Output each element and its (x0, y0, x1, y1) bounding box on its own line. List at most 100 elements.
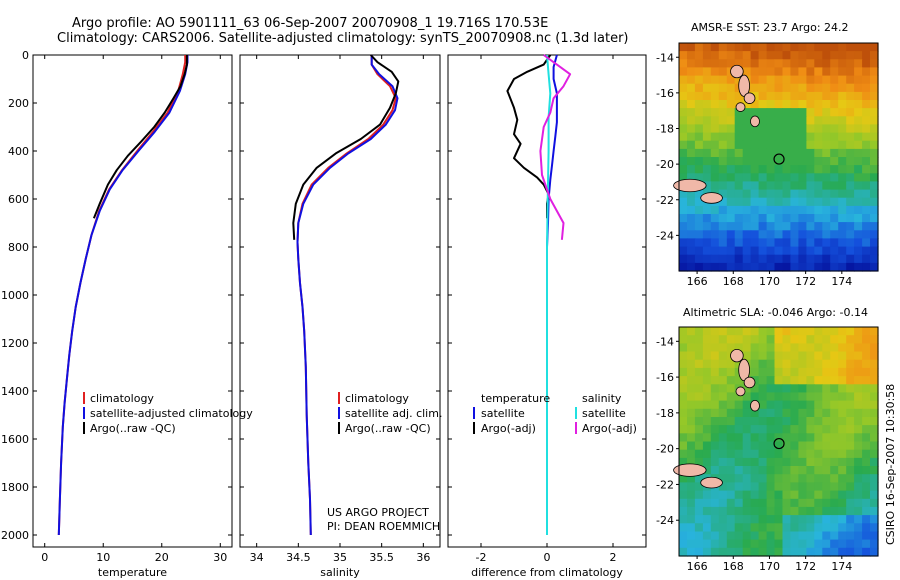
map-cell (782, 214, 792, 223)
map-cell (870, 359, 879, 369)
map-cell (830, 254, 839, 264)
map-cell (679, 165, 688, 174)
map-cell (790, 523, 799, 533)
map-cell (679, 351, 688, 361)
map-cell (822, 197, 831, 207)
map-cell (694, 547, 704, 557)
map-cell (854, 343, 863, 353)
map-cell (862, 254, 871, 264)
map-cell (822, 531, 831, 541)
map-cell (854, 173, 863, 182)
map-cell (774, 246, 784, 256)
map-cell (838, 108, 847, 117)
map-cell (814, 482, 823, 492)
map-cell (790, 51, 799, 60)
map-cell (790, 376, 799, 385)
map-cell (679, 425, 688, 434)
map-cell (742, 400, 752, 410)
map-cell (750, 335, 760, 344)
map-cell (798, 466, 807, 475)
map-cell (702, 367, 712, 377)
map-cell (702, 59, 712, 68)
map-cell (806, 523, 815, 533)
map-cell (726, 100, 736, 109)
map-cell (702, 238, 712, 248)
map-cell (734, 132, 744, 142)
map-cell (679, 408, 688, 418)
map-cell (679, 108, 688, 117)
map-cell (766, 67, 776, 77)
map-cell (862, 246, 871, 256)
map-cell (702, 43, 712, 52)
map-cell (854, 59, 863, 68)
map-cell (798, 515, 807, 524)
map-cell (774, 59, 784, 68)
map-cell (687, 449, 696, 459)
map-cell (806, 108, 815, 117)
map-cell (750, 181, 760, 191)
map-cell (702, 449, 712, 459)
map-cell (726, 343, 736, 353)
map-cell (846, 173, 855, 182)
map-cell (870, 214, 879, 223)
map-cell (822, 515, 831, 524)
map-cell (766, 205, 776, 215)
project-credit: US ARGO PROJECT (327, 506, 429, 519)
map-cell (750, 343, 760, 353)
map-cell (822, 148, 831, 158)
map-cell (854, 466, 863, 475)
map-cell (798, 335, 807, 344)
map-cell (798, 124, 807, 134)
map-cell (766, 359, 776, 369)
map-cell (742, 108, 752, 117)
map-cell (862, 441, 871, 451)
map-cell (726, 327, 736, 336)
map-cell (758, 384, 768, 394)
map-cell (734, 165, 744, 174)
map-cell (806, 482, 815, 492)
map-cell (766, 230, 776, 239)
map-cell (814, 359, 823, 369)
map-cell (774, 466, 784, 475)
map-cell (766, 417, 776, 426)
map-cell (694, 343, 704, 353)
map-cell (830, 376, 839, 385)
map-cell (830, 91, 839, 101)
map-cell (822, 43, 831, 52)
map-cell (814, 531, 823, 541)
map-cell (694, 441, 704, 451)
map-cell (734, 246, 744, 256)
map-cell (806, 384, 815, 394)
map-cell (758, 132, 768, 142)
map-cell (687, 441, 696, 451)
map-cell (718, 392, 728, 402)
map-cell (742, 262, 752, 272)
map-cell (790, 148, 799, 158)
map-cell (766, 408, 776, 418)
salinity-legend: climatology satellite adj. clim. Argo(..… (327, 392, 442, 533)
map-cell (687, 165, 696, 174)
map-cell (726, 335, 736, 344)
map-cell (694, 214, 704, 223)
map-cell (790, 173, 799, 182)
map-cell (726, 59, 736, 68)
map-cell (862, 262, 871, 272)
map-cell (758, 343, 768, 353)
map-cell (782, 441, 792, 451)
map-cell (838, 157, 847, 166)
map-cell (782, 425, 792, 434)
map-cell (758, 400, 768, 410)
map-cell (694, 367, 704, 377)
map-cell (758, 457, 768, 467)
map-cell (687, 75, 696, 85)
map-cell (782, 327, 792, 336)
map-cell (687, 523, 696, 533)
map-cell (790, 466, 799, 475)
map-cell (774, 189, 784, 199)
map-cell (806, 197, 815, 207)
map-cell (679, 547, 688, 557)
map-cell (830, 515, 839, 524)
x-axis-label: salinity (320, 566, 360, 579)
map-cell (742, 433, 752, 443)
map-cell (766, 466, 776, 475)
